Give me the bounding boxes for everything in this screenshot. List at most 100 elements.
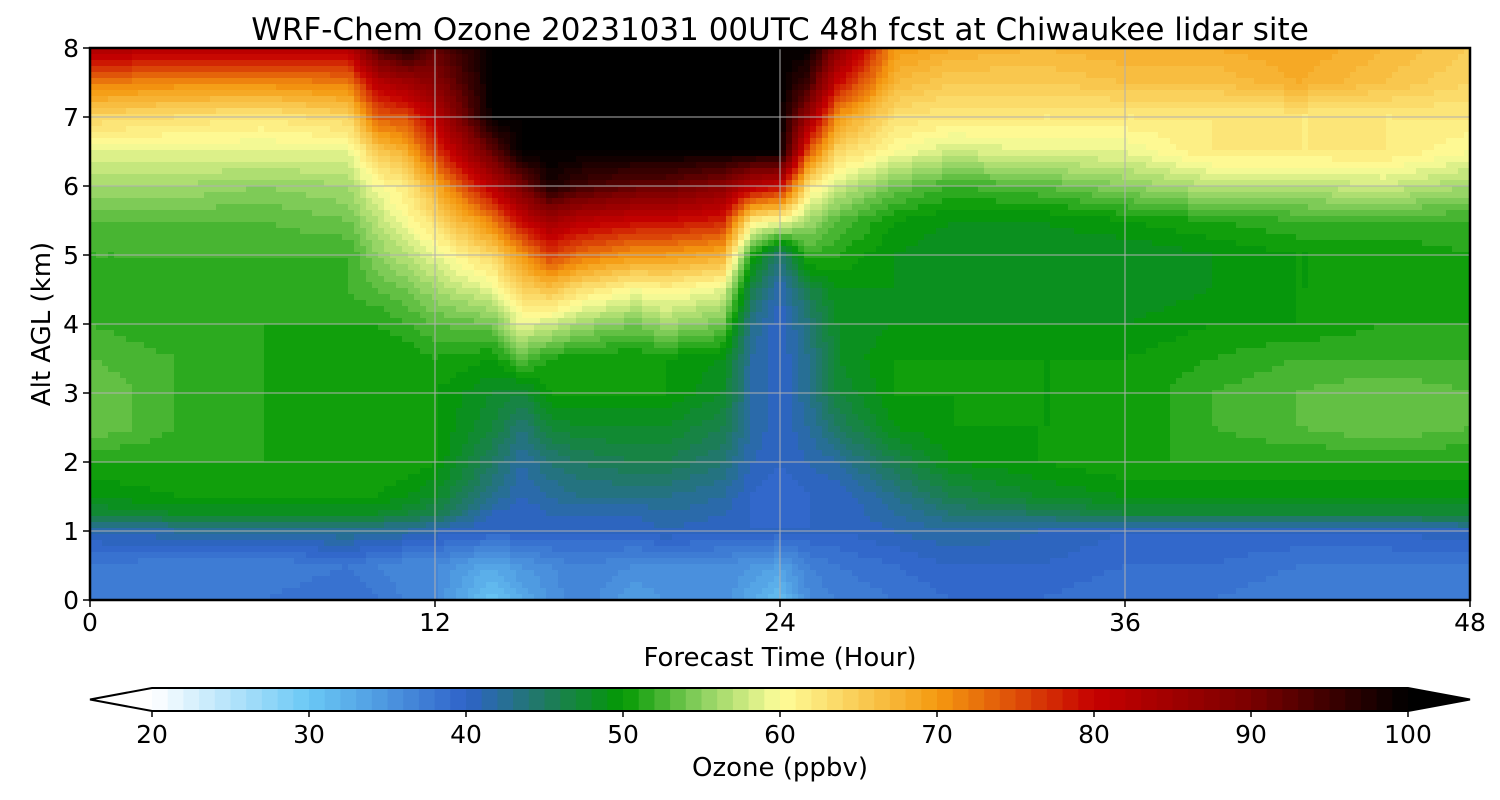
heatmap-cell	[996, 48, 1003, 55]
heatmap-cell	[756, 138, 763, 145]
heatmap-cell	[414, 78, 421, 85]
heatmap-cell	[702, 162, 709, 169]
heatmap-cell	[246, 84, 253, 91]
heatmap-cell	[762, 90, 769, 97]
heatmap-cell	[150, 144, 157, 151]
heatmap-cell	[504, 156, 511, 163]
heatmap-cell	[504, 48, 511, 55]
heatmap-cell	[1152, 126, 1159, 133]
heatmap-cell	[456, 156, 463, 163]
heatmap-cell	[414, 84, 421, 91]
heatmap-cell	[684, 108, 691, 115]
heatmap-cell	[312, 90, 319, 97]
heatmap-cell	[528, 144, 535, 151]
heatmap-cell	[414, 60, 421, 67]
heatmap-cell	[1422, 108, 1429, 115]
heatmap-cell	[168, 150, 175, 157]
heatmap-cell	[354, 120, 361, 127]
heatmap-cell	[552, 54, 559, 61]
heatmap-cell	[390, 132, 397, 139]
heatmap-cell	[378, 168, 385, 175]
heatmap-cell	[840, 150, 847, 157]
heatmap-cell	[954, 90, 961, 97]
heatmap-cell	[1068, 48, 1075, 55]
heatmap-cell	[882, 90, 889, 97]
heatmap-cell	[474, 144, 481, 151]
heatmap-cell	[1014, 90, 1021, 97]
heatmap-cell	[834, 156, 841, 163]
heatmap-cell	[492, 84, 499, 91]
heatmap-cell	[1446, 48, 1453, 55]
heatmap-cell	[1170, 78, 1177, 85]
heatmap-cell	[720, 72, 727, 79]
heatmap-cell	[984, 144, 991, 151]
heatmap-cell	[1392, 144, 1399, 151]
heatmap-cell	[1224, 72, 1231, 79]
heatmap-cell	[636, 96, 643, 103]
heatmap-cell	[552, 150, 559, 157]
heatmap-cell	[282, 72, 289, 79]
heatmap-cell	[1248, 126, 1255, 133]
heatmap-cell	[336, 156, 343, 163]
heatmap-cell	[936, 90, 943, 97]
heatmap-cell	[894, 132, 901, 139]
heatmap-cell	[1458, 120, 1465, 127]
heatmap-cell	[1044, 162, 1051, 169]
heatmap-cell	[414, 102, 421, 109]
heatmap-cell	[948, 138, 955, 145]
heatmap-cell	[1272, 96, 1279, 103]
heatmap-cell	[294, 168, 301, 175]
heatmap-cell	[1218, 162, 1225, 169]
heatmap-cell	[1236, 84, 1243, 91]
heatmap-cell	[870, 84, 877, 91]
heatmap-cell	[798, 174, 805, 181]
heatmap-cell	[570, 144, 577, 151]
heatmap-cell	[942, 144, 949, 151]
heatmap-cell	[288, 162, 295, 169]
heatmap-cell	[300, 156, 307, 163]
heatmap-cell	[1206, 78, 1213, 85]
heatmap-cell	[246, 108, 253, 115]
heatmap-cell	[108, 162, 115, 169]
heatmap-cell	[480, 126, 487, 133]
heatmap-cell	[942, 120, 949, 127]
heatmap-cell	[1452, 138, 1459, 145]
heatmap-cell	[1434, 60, 1441, 67]
heatmap-cell	[1032, 72, 1039, 79]
heatmap-cell	[456, 126, 463, 133]
heatmap-cell	[954, 126, 961, 133]
heatmap-cell	[966, 84, 973, 91]
heatmap-cell	[960, 138, 967, 145]
heatmap-cell	[648, 54, 655, 61]
heatmap-cell	[114, 90, 121, 97]
heatmap-cell	[414, 108, 421, 115]
heatmap-cell	[1104, 84, 1111, 91]
heatmap-cell	[714, 78, 721, 85]
heatmap-cell	[510, 84, 517, 91]
heatmap-cell	[1146, 168, 1153, 175]
heatmap-cell	[822, 126, 829, 133]
heatmap-cell	[1050, 54, 1057, 61]
heatmap-cell	[840, 144, 847, 151]
heatmap-cell	[954, 156, 961, 163]
heatmap-cell	[582, 78, 589, 85]
heatmap-cell	[744, 174, 751, 181]
heatmap-cell	[474, 78, 481, 85]
heatmap-cell	[852, 54, 859, 61]
heatmap-cell	[1398, 132, 1405, 139]
heatmap-cell	[618, 54, 625, 61]
heatmap-cell	[1338, 90, 1345, 97]
heatmap-cell	[684, 78, 691, 85]
heatmap-cell	[600, 54, 607, 61]
heatmap-cell	[654, 66, 661, 73]
heatmap-cell	[168, 90, 175, 97]
heatmap-cell	[456, 162, 463, 169]
heatmap-cell	[762, 96, 769, 103]
heatmap-cell	[204, 72, 211, 79]
heatmap-cell	[1140, 156, 1147, 163]
heatmap-cell	[1446, 126, 1453, 133]
heatmap-cell	[1056, 102, 1063, 109]
heatmap-cell	[1206, 84, 1213, 91]
heatmap-cell	[1038, 126, 1045, 133]
heatmap-cell	[1104, 54, 1111, 61]
